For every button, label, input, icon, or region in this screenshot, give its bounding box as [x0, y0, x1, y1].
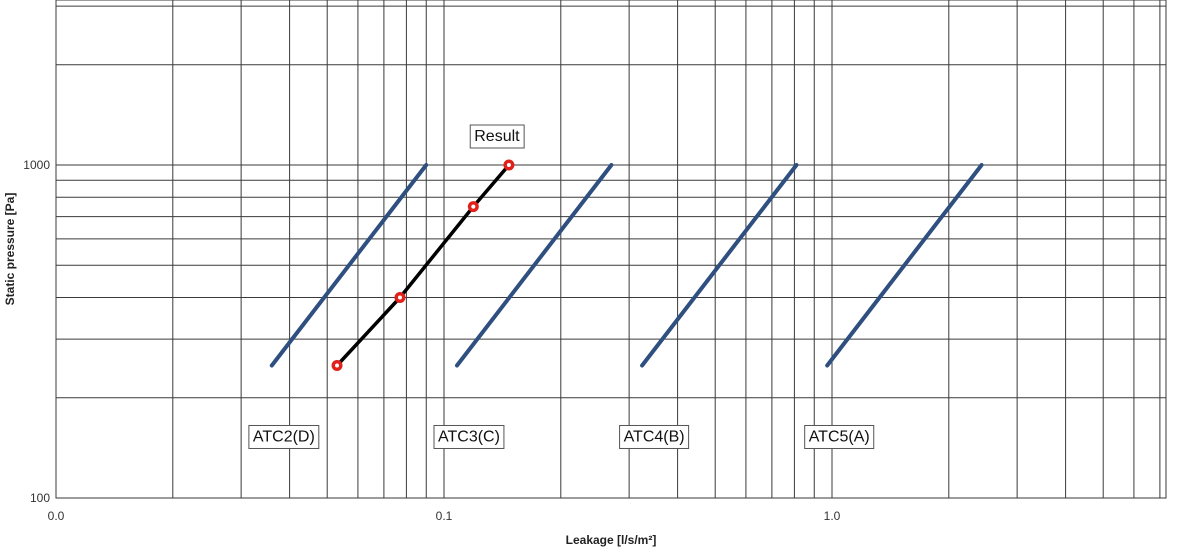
series-label: Result [469, 124, 525, 149]
series-label-text: ATC5(A) [809, 428, 870, 445]
y-axis-title: Static pressure [Pa] [3, 193, 17, 306]
result-marker-center [397, 295, 402, 300]
axes: 0.0 0.1 1.0 100 1000 [23, 0, 1167, 523]
series-label-text: ATC3(C) [438, 428, 500, 445]
plot-frame [55, 0, 1167, 499]
series-label-text: ATC4(B) [624, 428, 685, 445]
series-label-box [804, 424, 875, 449]
result-markers [331, 159, 515, 371]
grid [56, 0, 1166, 498]
series-label-text: Result [474, 128, 520, 145]
series-label: ATC2(D) [248, 424, 320, 449]
plot-area [56, 0, 1166, 498]
series-label-box [248, 424, 320, 449]
series-labels: ATC2(D) ATC3(C) ATC4(B) ATC5(A) Result [248, 124, 875, 449]
series-label-box [619, 424, 690, 449]
series-line-atc4-b [640, 163, 799, 368]
result-marker-center [335, 363, 340, 368]
series-label: ATC3(C) [433, 424, 505, 449]
series-line-result [335, 163, 511, 368]
x-tick-label: 0.1 [436, 509, 453, 523]
series-label-box [469, 124, 525, 149]
y-tick-label: 100 [30, 491, 50, 505]
series-label-box [433, 424, 505, 449]
series-line-atc5-a [825, 163, 984, 368]
x-tick-label: 1.0 [824, 509, 841, 523]
x-axis-title: Leakage [l/s/m²] [566, 533, 657, 547]
series [269, 163, 984, 368]
result-marker-center [506, 163, 511, 167]
series-label: ATC5(A) [804, 424, 875, 449]
result-marker-center [471, 204, 476, 209]
series-line-atc2-d [269, 163, 429, 368]
series-label: ATC4(B) [619, 424, 690, 449]
x-tick-label: 0.0 [48, 509, 65, 523]
series-label-text: ATC2(D) [253, 428, 315, 445]
series-line-atc3-c [455, 163, 614, 368]
y-tick-label: 1000 [23, 158, 50, 172]
